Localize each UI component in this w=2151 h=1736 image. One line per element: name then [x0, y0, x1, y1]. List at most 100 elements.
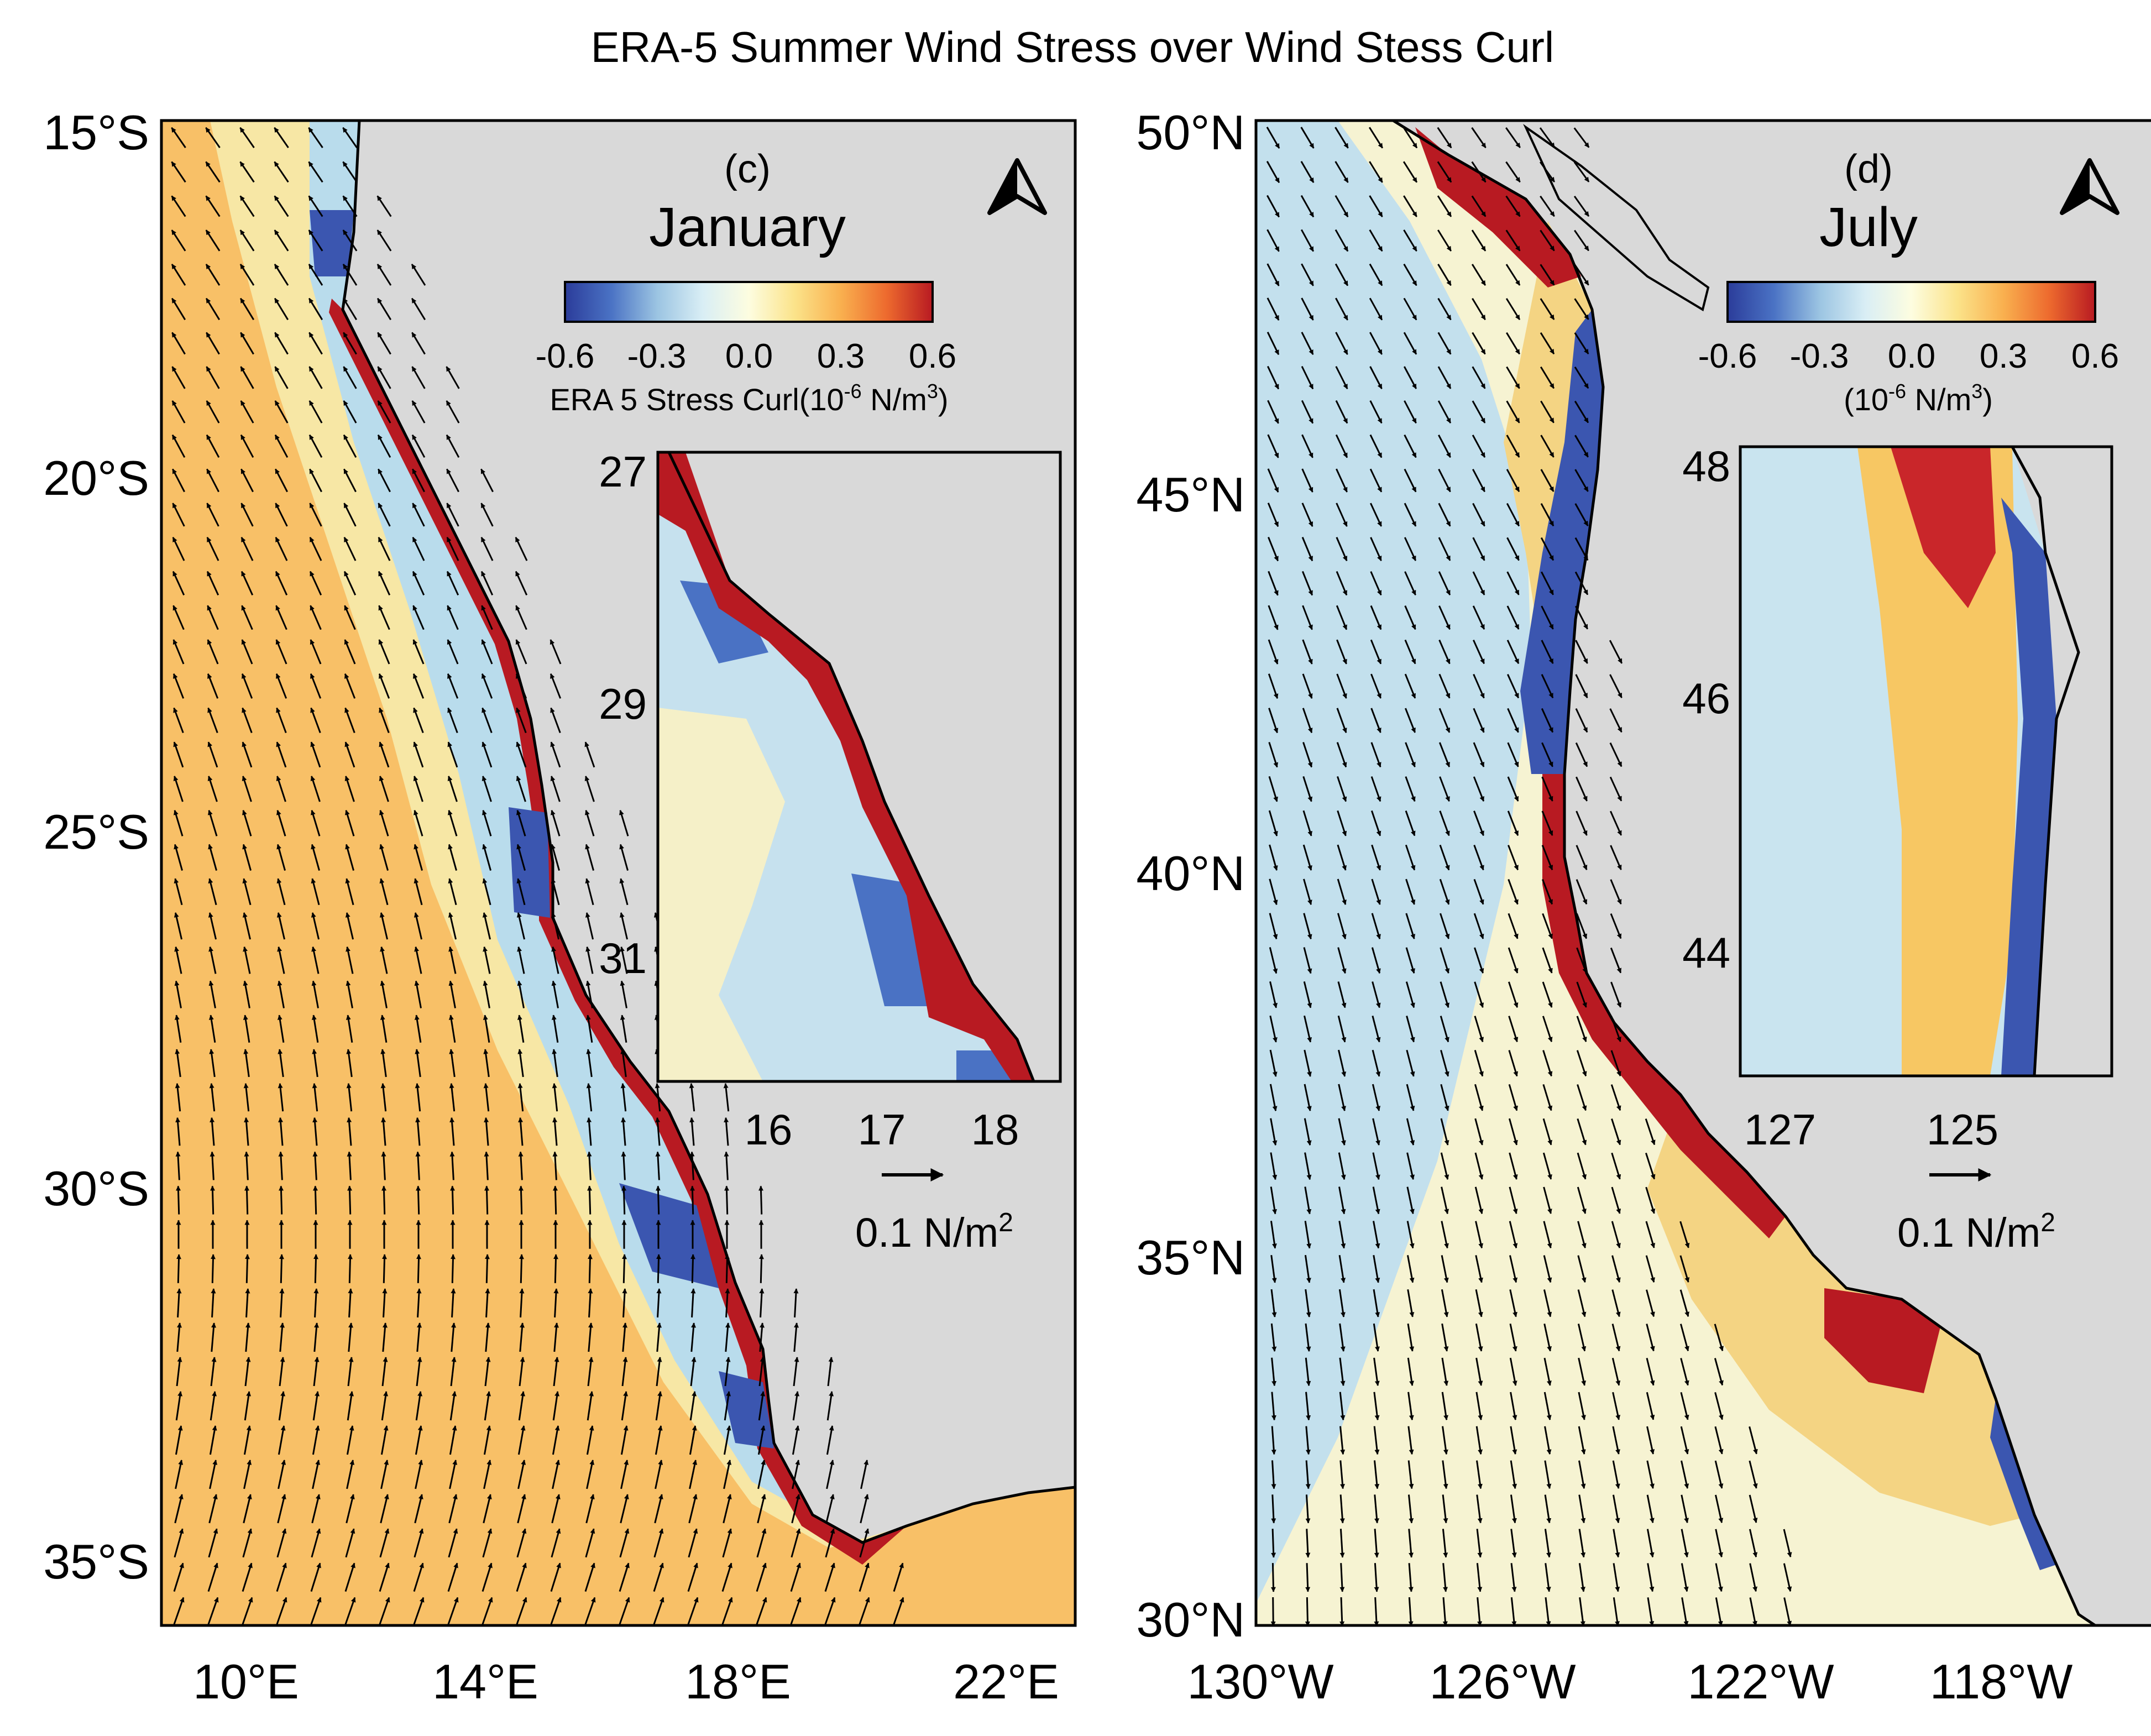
wind-vector — [485, 1322, 490, 1352]
wind-vector — [551, 1494, 561, 1524]
wind-vector — [342, 161, 358, 183]
wind-vector — [172, 503, 185, 527]
wind-vector — [791, 1528, 801, 1558]
wind-vector — [347, 1117, 352, 1146]
wind-vector — [451, 1288, 456, 1317]
wind-vector — [1574, 537, 1589, 561]
wind-vector — [1442, 1494, 1448, 1524]
wind-vector — [1510, 1494, 1517, 1524]
wind-vector — [1305, 1563, 1311, 1592]
wind-vector — [1372, 1015, 1381, 1043]
wind-vector — [1646, 1426, 1655, 1455]
wind-vector — [310, 1597, 322, 1625]
wind-vector — [1301, 503, 1313, 527]
wind-vector — [450, 1357, 457, 1387]
wind-vector — [757, 1494, 766, 1524]
wind-vector — [1680, 1392, 1689, 1420]
wind-vector — [1541, 674, 1554, 699]
wind-vector — [1266, 127, 1280, 149]
wind-vector — [1611, 1152, 1621, 1180]
wind-vector — [172, 537, 185, 561]
panel-d-x-axis: 130°W 126°W 122°W 118°W — [1187, 1654, 2073, 1709]
wind-vector — [587, 1254, 593, 1283]
wind-vector — [310, 776, 321, 802]
wind-vector — [516, 707, 527, 734]
wind-vector — [448, 912, 457, 940]
wind-vector — [1337, 810, 1347, 836]
wind-vector — [308, 264, 323, 286]
wind-vector — [311, 1015, 319, 1043]
wind-vector — [1369, 161, 1383, 183]
wind-vector — [1374, 1563, 1379, 1592]
wind-vector — [244, 1357, 251, 1387]
wind-vector — [1541, 811, 1553, 836]
wind-vector — [1301, 468, 1313, 493]
wind-vector — [1302, 605, 1313, 630]
wind-vector — [208, 844, 218, 871]
wind-vector — [1368, 127, 1384, 149]
wind-vector — [207, 741, 218, 768]
wind-vector — [586, 1083, 593, 1112]
wind-vector — [1474, 981, 1484, 1008]
wind-vector — [277, 1494, 286, 1524]
wind-vector — [1714, 1358, 1724, 1386]
wind-vector — [1610, 1050, 1621, 1077]
panel-c-inset: 27 29 31 16 17 18 — [599, 447, 1062, 1154]
wind-vector — [244, 1391, 252, 1421]
wind-vector — [344, 673, 356, 699]
wind-vector — [1679, 1324, 1689, 1352]
wind-vector — [826, 1425, 834, 1455]
wind-vector — [825, 1494, 835, 1524]
wind-vector — [757, 1460, 766, 1489]
wind-vector — [1440, 1084, 1449, 1111]
wind-vector — [1574, 332, 1589, 354]
wind-vector — [1577, 1186, 1587, 1214]
panel-d-offshore-cool — [1256, 121, 1531, 1603]
wind-vector — [1334, 161, 1349, 183]
wind-vector — [209, 1460, 218, 1489]
wind-vector — [1540, 332, 1555, 354]
wind-vector — [1336, 537, 1348, 562]
wind-vector — [1440, 947, 1450, 974]
wind-vector — [207, 673, 219, 699]
wind-vector — [1645, 1118, 1656, 1146]
wind-vector — [1680, 1426, 1689, 1455]
wind-vector — [311, 980, 319, 1008]
wind-vector — [1471, 127, 1487, 149]
wind-vector — [411, 332, 426, 355]
wind-vector — [1338, 1255, 1346, 1283]
wind-vector — [278, 1391, 286, 1421]
wind-vector — [690, 1357, 697, 1387]
wind-vector — [343, 503, 357, 527]
wind-vector — [588, 1288, 593, 1317]
wind-vector — [312, 1117, 318, 1146]
wind-vector — [756, 1528, 767, 1558]
wind-vector — [1301, 400, 1314, 424]
wind-vector — [481, 639, 493, 665]
wind-vector — [173, 776, 184, 802]
wind-vector — [1302, 708, 1313, 734]
wind-vector — [1339, 1392, 1346, 1421]
wind-vector — [1334, 263, 1349, 286]
wind-vector — [1438, 742, 1451, 767]
wind-vector — [1783, 1597, 1792, 1625]
wind-vector — [1508, 1118, 1518, 1146]
wind-vector — [1507, 708, 1519, 733]
wind-vector — [1406, 1186, 1415, 1215]
wind-vector — [1338, 1289, 1346, 1317]
wind-vector — [1335, 297, 1348, 321]
wind-vector — [171, 366, 186, 389]
wind-vector — [550, 776, 561, 802]
wind-vector — [279, 1357, 285, 1387]
wind-vector — [621, 1151, 626, 1180]
wind-vector — [205, 127, 221, 148]
wind-vector — [240, 434, 254, 458]
wind-vector — [381, 1391, 389, 1421]
wind-vector — [515, 537, 528, 561]
wind-vector — [689, 1460, 698, 1489]
wind-vector — [207, 605, 219, 630]
wind-vector — [380, 1425, 389, 1455]
wind-vector — [893, 1562, 904, 1592]
wind-vector — [1370, 639, 1382, 665]
wind-vector — [1506, 537, 1520, 561]
